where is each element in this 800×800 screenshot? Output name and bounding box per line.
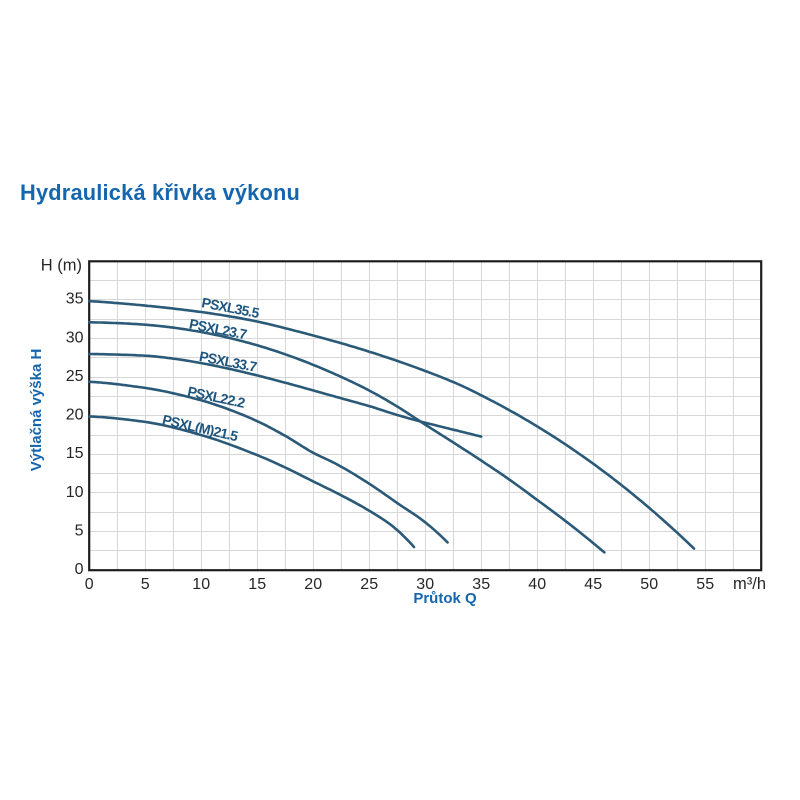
svg-text:H (m): H (m): [41, 256, 82, 274]
svg-text:Průtok Q: Průtok Q: [413, 590, 477, 607]
svg-text:10: 10: [66, 484, 84, 501]
svg-text:m³/h: m³/h: [733, 575, 766, 593]
svg-text:PSXL(M)21.5: PSXL(M)21.5: [161, 411, 240, 444]
svg-text:30: 30: [416, 576, 434, 593]
svg-text:15: 15: [248, 576, 266, 593]
svg-text:5: 5: [141, 576, 150, 593]
svg-text:35: 35: [472, 576, 490, 593]
svg-text:5: 5: [75, 522, 84, 539]
svg-text:Výtlačná výška H: Výtlačná výška H: [28, 349, 45, 472]
svg-text:55: 55: [696, 576, 714, 593]
svg-text:15: 15: [66, 445, 84, 462]
svg-text:25: 25: [66, 368, 84, 385]
svg-text:45: 45: [584, 576, 602, 593]
svg-text:30: 30: [66, 329, 84, 346]
svg-text:20: 20: [304, 576, 322, 593]
svg-text:PSXL33.7: PSXL33.7: [198, 348, 259, 375]
svg-text:0: 0: [85, 576, 94, 593]
svg-text:0: 0: [75, 561, 84, 578]
svg-text:35: 35: [66, 291, 84, 308]
svg-text:PSXL22.2: PSXL22.2: [186, 383, 247, 411]
svg-text:20: 20: [66, 407, 84, 424]
svg-text:10: 10: [192, 576, 210, 593]
svg-text:50: 50: [640, 576, 658, 593]
svg-text:25: 25: [360, 576, 378, 593]
svg-text:40: 40: [528, 576, 546, 593]
